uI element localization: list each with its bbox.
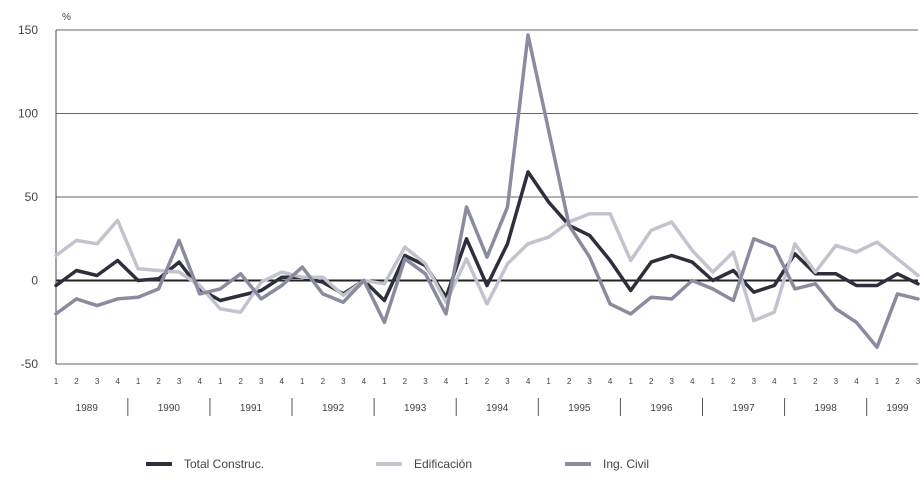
- x-year-label: 1991: [240, 403, 263, 414]
- series-line: [54, 211, 920, 323]
- x-quarter-label: 4: [608, 377, 613, 386]
- x-quarter-label: 3: [669, 377, 674, 386]
- x-quarter-label: 3: [423, 377, 428, 386]
- y-axis: % 150 100 50 0 -50: [18, 12, 71, 371]
- legend: Total Construc. Edificación Ing. Civil: [146, 457, 649, 471]
- x-year-label: 1995: [568, 403, 591, 414]
- x-quarter-label: 3: [834, 377, 839, 386]
- x-axis: 1 2 3 4 1 2 3 4 1 2 3 4 1 2 3 4 1 2 3 4 1 2 3 4 1 2 3 4 1 2 3 4 1 2 3 4 1 2 3 4…: [54, 377, 921, 416]
- x-quarter-label: 4: [854, 377, 859, 386]
- x-quarter-label: 3: [752, 377, 757, 386]
- x-year-label: 1990: [158, 403, 181, 414]
- x-year-label: 1989: [76, 403, 99, 414]
- x-year-label: 1993: [404, 403, 427, 414]
- series-lines: [54, 33, 920, 350]
- x-year-label: 1998: [815, 403, 838, 414]
- y-tick-label: 100: [18, 107, 38, 121]
- x-quarter-label: 2: [74, 377, 79, 386]
- x-year-label: 1997: [732, 403, 755, 414]
- x-quarter-label: 4: [362, 377, 367, 386]
- series-line: [54, 170, 920, 303]
- x-quarter-label: 2: [485, 377, 490, 386]
- x-quarter-label: 1: [464, 377, 469, 386]
- x-quarter-label: 2: [731, 377, 736, 386]
- x-quarter-label: 4: [444, 377, 449, 386]
- x-quarter-label: 2: [403, 377, 408, 386]
- x-quarter-label: 1: [54, 377, 59, 386]
- x-quarter-label: 3: [177, 377, 182, 386]
- x-quarter-label: 1: [546, 377, 551, 386]
- x-quarter-label: 1: [711, 377, 716, 386]
- x-quarter-label: 3: [259, 377, 264, 386]
- x-quarter-label: 4: [690, 377, 695, 386]
- x-quarter-label: 3: [505, 377, 510, 386]
- x-quarter-label: 4: [115, 377, 120, 386]
- x-quarter-label: 1: [382, 377, 387, 386]
- x-year-label: 1994: [486, 403, 509, 414]
- x-quarter-label: 1: [628, 377, 633, 386]
- x-quarter-label: 2: [813, 377, 818, 386]
- x-quarter-label: 3: [587, 377, 592, 386]
- x-quarter-label: 1: [793, 377, 798, 386]
- x-quarter-label: 4: [526, 377, 531, 386]
- x-quarter-label: 4: [197, 377, 202, 386]
- y-tick-label: 50: [25, 190, 39, 204]
- x-quarter-label: 4: [280, 377, 285, 386]
- legend-label: Ing. Civil: [603, 457, 649, 471]
- legend-label: Edificación: [414, 457, 472, 471]
- series-line: [54, 33, 920, 350]
- x-quarter-label: 1: [300, 377, 305, 386]
- x-quarter-label: 3: [341, 377, 346, 386]
- x-quarter-label: 4: [772, 377, 777, 386]
- x-year-label: 1992: [322, 403, 345, 414]
- x-year-label: 1999: [886, 403, 909, 414]
- y-axis-label: %: [62, 12, 71, 23]
- x-quarter-label: 1: [875, 377, 880, 386]
- x-quarter-label: 2: [567, 377, 572, 386]
- y-tick-label: -50: [21, 357, 39, 371]
- y-tick-label: 150: [18, 23, 38, 37]
- x-quarter-label: 3: [95, 377, 100, 386]
- x-quarter-label: 2: [238, 377, 243, 386]
- x-quarter-label: 2: [895, 377, 900, 386]
- x-year-label: 1996: [650, 403, 673, 414]
- x-quarter-label: 1: [136, 377, 141, 386]
- x-quarter-label: 2: [156, 377, 161, 386]
- y-tick-label: 0: [31, 274, 38, 288]
- legend-label: Total Construc.: [184, 457, 264, 471]
- x-quarter-label: 3: [916, 377, 921, 386]
- x-quarter-label: 2: [649, 377, 654, 386]
- grid: [55, 29, 918, 365]
- x-quarter-label: 2: [321, 377, 326, 386]
- x-quarter-label: 1: [218, 377, 223, 386]
